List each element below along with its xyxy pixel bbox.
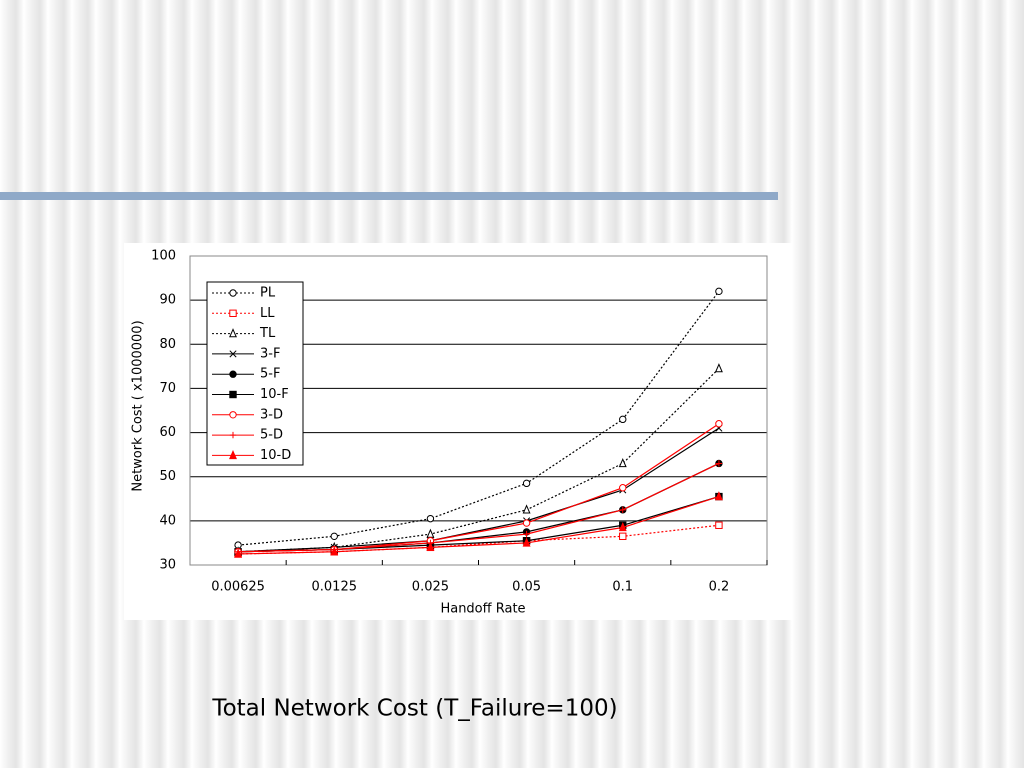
marker (619, 484, 627, 492)
marker (229, 309, 237, 318)
marker (229, 350, 237, 358)
marker-shape (715, 521, 723, 529)
marker (522, 537, 531, 547)
legend-box (206, 281, 304, 466)
marker (229, 411, 237, 419)
marker-shape (229, 289, 237, 297)
x-tick-label: 0.05 (512, 580, 541, 595)
y-tick-label: 30 (159, 558, 176, 573)
marker (229, 370, 237, 378)
marker (229, 449, 237, 460)
marker-shape (426, 541, 435, 552)
marker (523, 530, 530, 538)
y-tick-label: 50 (159, 469, 176, 484)
legend-label: LL (260, 306, 275, 321)
marker (234, 548, 243, 558)
header-bar (0, 192, 778, 200)
y-tick-label: 90 (159, 293, 176, 308)
marker-shape (619, 506, 626, 514)
marker (715, 521, 723, 529)
marker (426, 514, 435, 523)
marker-shape (619, 415, 627, 424)
series-line (238, 290, 720, 546)
marker (715, 287, 723, 296)
marker-shape (618, 522, 627, 532)
x-tick-label: 0.025 (412, 580, 449, 595)
marker-shape (229, 449, 237, 460)
legend-label: 3-F (260, 346, 280, 361)
marker-shape (522, 504, 531, 514)
marker-shape (229, 370, 237, 378)
marker-shape (714, 363, 723, 373)
marker-shape (229, 350, 237, 358)
marker (714, 363, 723, 373)
marker-shape (619, 532, 627, 541)
marker (229, 328, 237, 338)
marker-shape (618, 458, 627, 468)
marker (714, 491, 723, 501)
y-axis-label: Network Cost ( x1000000) (131, 320, 146, 491)
x-tick-label: 0.2 (709, 580, 730, 595)
marker (522, 504, 531, 514)
marker-shape (715, 420, 723, 428)
series-line (238, 496, 720, 555)
legend-label: 3-D (260, 407, 283, 422)
marker-shape (330, 532, 338, 541)
marker-shape (234, 548, 243, 558)
x-axis-label: Handoff Rate (440, 602, 525, 617)
marker (522, 479, 531, 488)
marker (619, 415, 627, 424)
marker (618, 522, 627, 532)
legend-label: 5-F (260, 367, 280, 382)
marker (229, 431, 237, 439)
legend-label: 10-D (260, 448, 291, 463)
marker-shape (229, 431, 237, 439)
marker (715, 420, 723, 428)
marker (229, 390, 237, 399)
marker-shape (522, 519, 531, 527)
marker (619, 532, 627, 541)
marker (618, 458, 627, 468)
marker-shape (330, 546, 339, 556)
marker-shape (229, 328, 237, 338)
marker (619, 506, 626, 514)
marker (522, 519, 531, 527)
marker-shape (229, 411, 237, 419)
marker-shape (229, 309, 237, 318)
legend-label: TL (259, 326, 276, 341)
y-tick-label: 60 (159, 425, 176, 440)
marker (229, 289, 237, 297)
y-tick-label: 100 (151, 249, 176, 264)
x-tick-label: 0.0125 (312, 580, 358, 595)
marker (330, 532, 338, 541)
x-tick-label: 0.1 (612, 580, 633, 595)
marker-shape (229, 390, 237, 399)
y-tick-label: 40 (159, 513, 176, 528)
marker-shape (715, 287, 723, 296)
marker (715, 460, 723, 467)
legend-label: 5-D (260, 428, 283, 443)
marker-shape (619, 484, 627, 492)
marker-shape (714, 491, 723, 501)
x-tick-label: 0.00625 (211, 580, 265, 595)
series-line (238, 427, 720, 553)
marker-shape (522, 537, 531, 547)
y-tick-label: 80 (159, 337, 176, 352)
marker-shape (426, 514, 435, 523)
marker-shape (523, 530, 530, 538)
legend-label: PL (260, 286, 276, 301)
legend-label: 10-F (260, 387, 289, 402)
marker (330, 546, 339, 556)
caption: Total Network Cost (T_Failure=100) (211, 696, 617, 722)
marker (426, 541, 435, 552)
marker-shape (522, 479, 531, 488)
y-tick-label: 70 (159, 381, 176, 396)
series-line (238, 462, 720, 553)
marker-shape (715, 460, 723, 467)
